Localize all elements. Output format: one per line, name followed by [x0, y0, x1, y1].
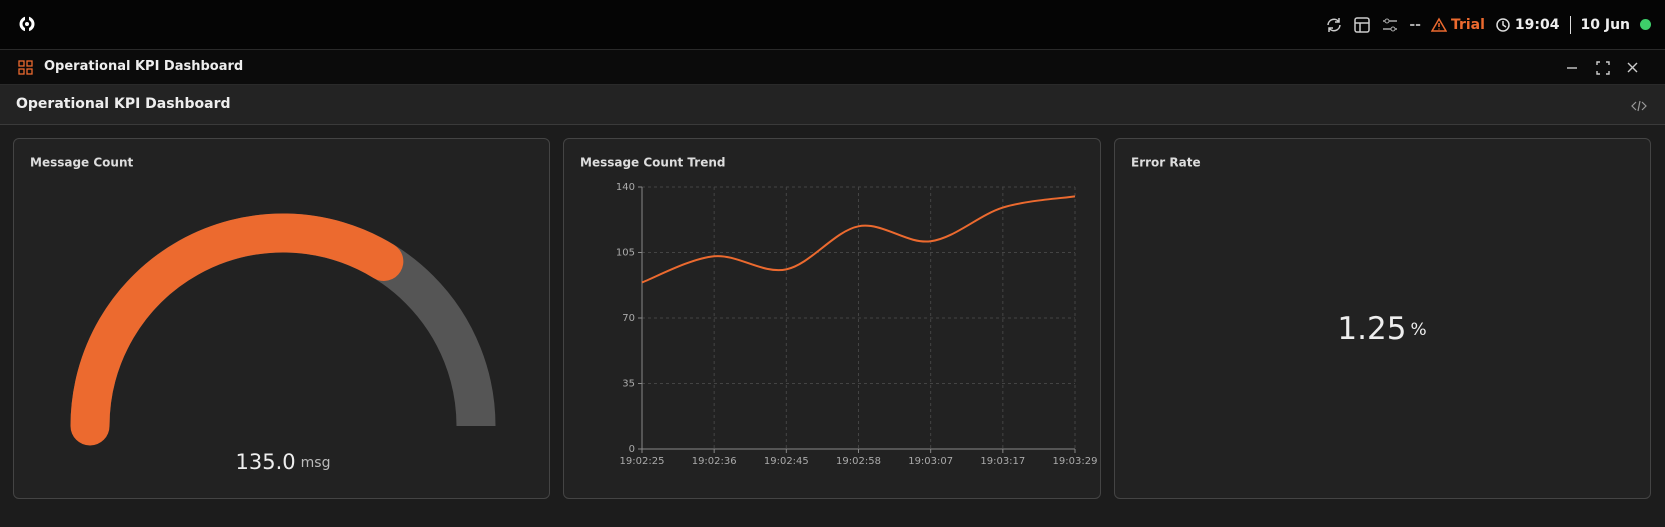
- x-tick-label: 19:03:17: [980, 456, 1025, 467]
- y-tick-label: 105: [616, 248, 635, 259]
- dashboard-header: Operational KPI Dashboard: [0, 85, 1665, 125]
- panel-title: Message Count: [30, 156, 134, 170]
- panel: Message Count 135.0 msg: [13, 138, 550, 499]
- layout-icon[interactable]: [1353, 16, 1371, 34]
- line-panel: Message Count Trend 0 35 70 105 140 19:02:25 19…: [580, 156, 1098, 468]
- top-bar: -- Trial 19:04 10 Jun: [0, 0, 1665, 49]
- value: 135.0: [236, 450, 296, 474]
- stat-value: 1.25%: [1337, 311, 1426, 347]
- window-title: Operational KPI Dashboard: [44, 59, 244, 74]
- y-tick-label: 0: [629, 444, 635, 455]
- panel: Message Count Trend 0 35 70 105 140 19:02:25 19…: [563, 138, 1101, 499]
- gauge-value: 135.0 msg: [236, 450, 331, 474]
- refresh-icon[interactable]: [1325, 16, 1343, 34]
- window-bar: Operational KPI Dashboard: [0, 49, 1665, 85]
- clock-icon: [1496, 17, 1510, 32]
- y-tick-label: 140: [616, 182, 635, 193]
- trial-badge[interactable]: Trial: [1450, 16, 1485, 33]
- x-tick-label: 19:02:45: [764, 456, 809, 467]
- x-tick-label: 19:02:25: [620, 456, 665, 467]
- dashboard-icon: [18, 60, 33, 75]
- panel-title: Error Rate: [1131, 156, 1201, 170]
- x-tick-label: 19:03:07: [908, 456, 953, 467]
- logo[interactable]: [18, 13, 38, 35]
- value: 1.25: [1337, 311, 1406, 347]
- date: 10 Jun: [1580, 16, 1631, 33]
- stat-panel: Error Rate 1.25%: [1131, 156, 1427, 347]
- trend-line: [641, 195, 1076, 284]
- x-tick-label: 19:03:29: [1053, 456, 1098, 467]
- gauge-value-arc: [70, 213, 404, 446]
- x-tick-label: 19:02:36: [692, 456, 737, 467]
- code-icon[interactable]: [1631, 99, 1647, 113]
- dashboard-title: Operational KPI Dashboard: [16, 96, 231, 112]
- separator: [1569, 15, 1571, 34]
- status: --: [1409, 16, 1421, 33]
- top-right: -- Trial 19:04 10 Jun: [1325, 0, 1651, 49]
- window-controls[interactable]: [1565, 60, 1645, 76]
- time: 19:04: [1514, 16, 1560, 33]
- panel-title: Message Count Trend: [580, 156, 725, 170]
- y-tick-label: 70: [622, 313, 635, 324]
- x-tick-label: 19:02:58: [836, 456, 881, 467]
- unit: %: [1410, 320, 1426, 340]
- unit: msg: [301, 455, 331, 471]
- gauge-panel: Message Count 135.0 msg: [30, 156, 496, 474]
- warning-icon: [1430, 17, 1447, 32]
- online-dot: [1640, 19, 1651, 30]
- y-tick-label: 35: [622, 379, 635, 390]
- settings-icon[interactable]: [1381, 16, 1399, 34]
- panel: Error Rate 1.25%: [1114, 138, 1651, 499]
